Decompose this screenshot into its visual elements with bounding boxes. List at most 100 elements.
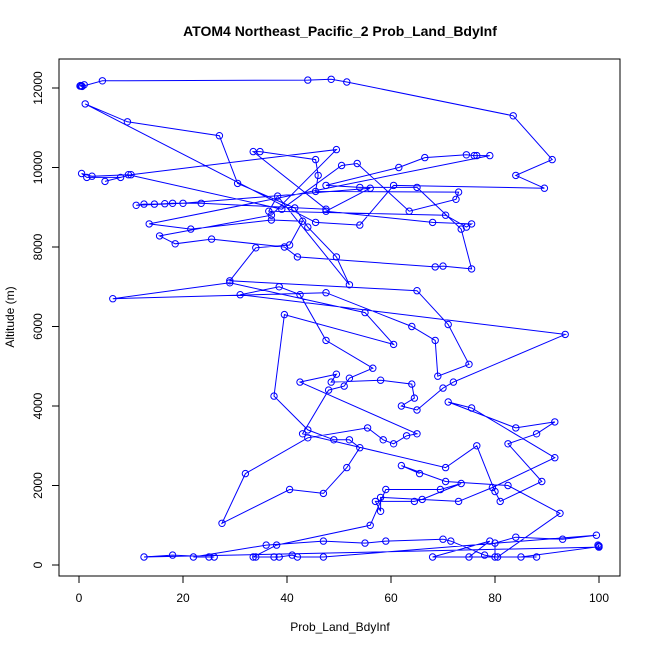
data-point (410, 394, 419, 402)
data-point (532, 430, 541, 438)
data-point (379, 436, 387, 444)
data-point (454, 497, 463, 506)
data-point (356, 221, 364, 229)
data-point (304, 223, 312, 231)
data-point (405, 207, 413, 215)
data-point (389, 440, 398, 448)
data-point (319, 489, 328, 498)
data-point (470, 151, 478, 160)
data-point (413, 430, 421, 438)
data-point (592, 531, 601, 539)
data-point (319, 553, 328, 561)
data-point (486, 151, 494, 160)
data-point (270, 392, 278, 400)
data-point (332, 145, 341, 154)
data-point (376, 507, 385, 515)
data-point (262, 541, 270, 549)
data-point (491, 553, 499, 561)
data-point (389, 340, 398, 349)
data-point (88, 172, 96, 180)
data-point (434, 372, 442, 380)
data-point (397, 402, 406, 410)
data-point (298, 217, 307, 225)
data-point (327, 75, 335, 84)
data-point (439, 262, 447, 270)
data-point (145, 220, 153, 228)
data-point (395, 163, 403, 172)
data-point (556, 509, 564, 517)
data-point (189, 553, 198, 561)
data-point (322, 336, 330, 345)
data-point (116, 173, 125, 182)
data-point (441, 463, 450, 472)
y-tick-label: 10000 (31, 150, 45, 184)
data-point (343, 78, 351, 86)
x-tick-label: 0 (76, 591, 83, 605)
data-point (322, 205, 330, 213)
data-point (504, 481, 512, 490)
data-point (83, 173, 91, 182)
y-tick-label: 4000 (31, 392, 45, 419)
data-point (408, 380, 416, 388)
data-point (462, 151, 471, 159)
data-point (140, 200, 148, 208)
series-polyline (79, 78, 600, 558)
series-line (79, 78, 600, 558)
data-point (449, 378, 458, 386)
data-point (413, 287, 421, 295)
data-point (124, 171, 133, 179)
data-point (304, 76, 312, 84)
data-point (275, 553, 283, 561)
data-point (332, 370, 341, 378)
data-point (408, 322, 416, 331)
data-point (428, 218, 437, 227)
data-point (215, 132, 224, 140)
data-point (517, 553, 525, 561)
data-point (256, 147, 264, 156)
data-point (454, 188, 463, 196)
data-point (233, 179, 242, 188)
data-point (226, 277, 234, 285)
data-point (267, 216, 276, 224)
data-point (285, 485, 294, 494)
data-point (197, 199, 205, 208)
y-tick-label: 0 (31, 561, 45, 568)
data-point (444, 398, 452, 406)
data-point (77, 169, 86, 178)
data-point (467, 404, 476, 412)
data-point (345, 374, 354, 382)
data-point (109, 295, 117, 303)
data-point (467, 220, 476, 228)
data-point (127, 171, 135, 179)
data-point (80, 81, 88, 89)
data-point (540, 184, 549, 192)
data-point (311, 155, 320, 164)
data-point (491, 487, 499, 496)
data-point (311, 218, 320, 227)
data-point (168, 199, 177, 208)
series-points (76, 75, 603, 561)
data-point (548, 155, 556, 164)
y-axis: 0 2000 4000 6000 8000 10000 12000 (31, 71, 60, 568)
data-point (413, 183, 421, 192)
data-point (337, 161, 346, 170)
data-point (298, 430, 307, 438)
data-point (369, 364, 377, 372)
data-point (428, 553, 437, 561)
data-point (441, 211, 450, 219)
data-point (249, 553, 257, 561)
data-point (81, 100, 89, 108)
data-point (187, 225, 195, 233)
data-point (551, 418, 559, 426)
data-point (155, 232, 164, 240)
data-point (171, 240, 179, 248)
data-point (431, 336, 439, 345)
data-point (462, 223, 471, 231)
data-point (252, 244, 260, 252)
data-point (304, 426, 312, 434)
data-point (296, 291, 304, 299)
data-point (272, 541, 281, 549)
data-point (288, 551, 296, 559)
data-point (551, 454, 559, 462)
